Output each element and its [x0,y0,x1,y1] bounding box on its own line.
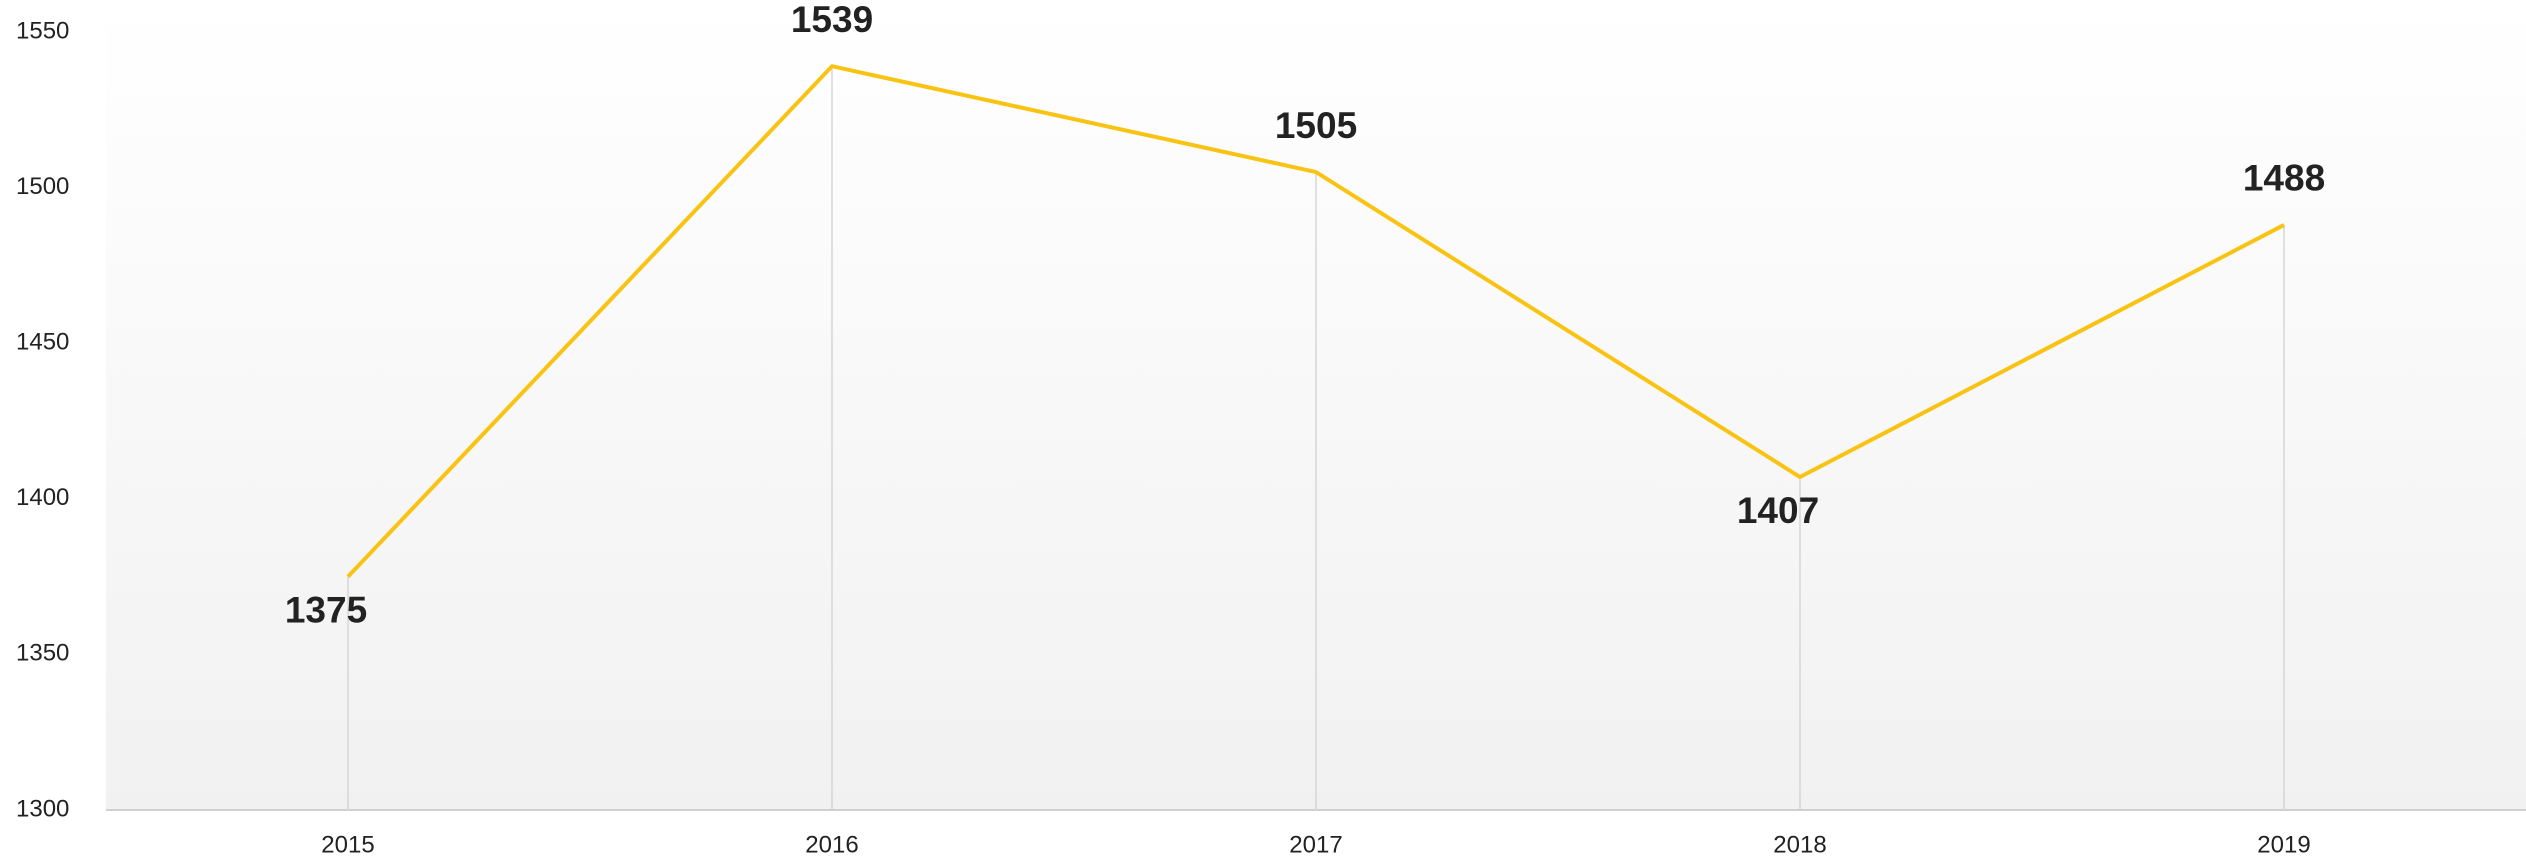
data-label: 1539 [791,0,873,40]
y-tick-label: 1400 [16,484,69,511]
x-tick-label: 2016 [805,831,858,858]
x-tick-label: 2017 [1289,831,1342,858]
y-tick-label: 1350 [16,640,69,667]
x-tick-label: 2019 [2257,831,2310,858]
data-label: 1375 [285,589,367,630]
y-tick-label: 1300 [16,795,69,822]
y-tick-label: 1500 [16,173,69,200]
line-series [346,64,2285,578]
x-tick-label: 2015 [321,831,374,858]
y-tick-label: 1450 [16,329,69,356]
data-label: 1407 [1737,490,1819,531]
y-tick-label: 1550 [16,17,69,44]
x-tick-label: 2018 [1773,831,1826,858]
data-label: 1488 [2243,158,2325,199]
data-label: 1505 [1275,105,1357,146]
